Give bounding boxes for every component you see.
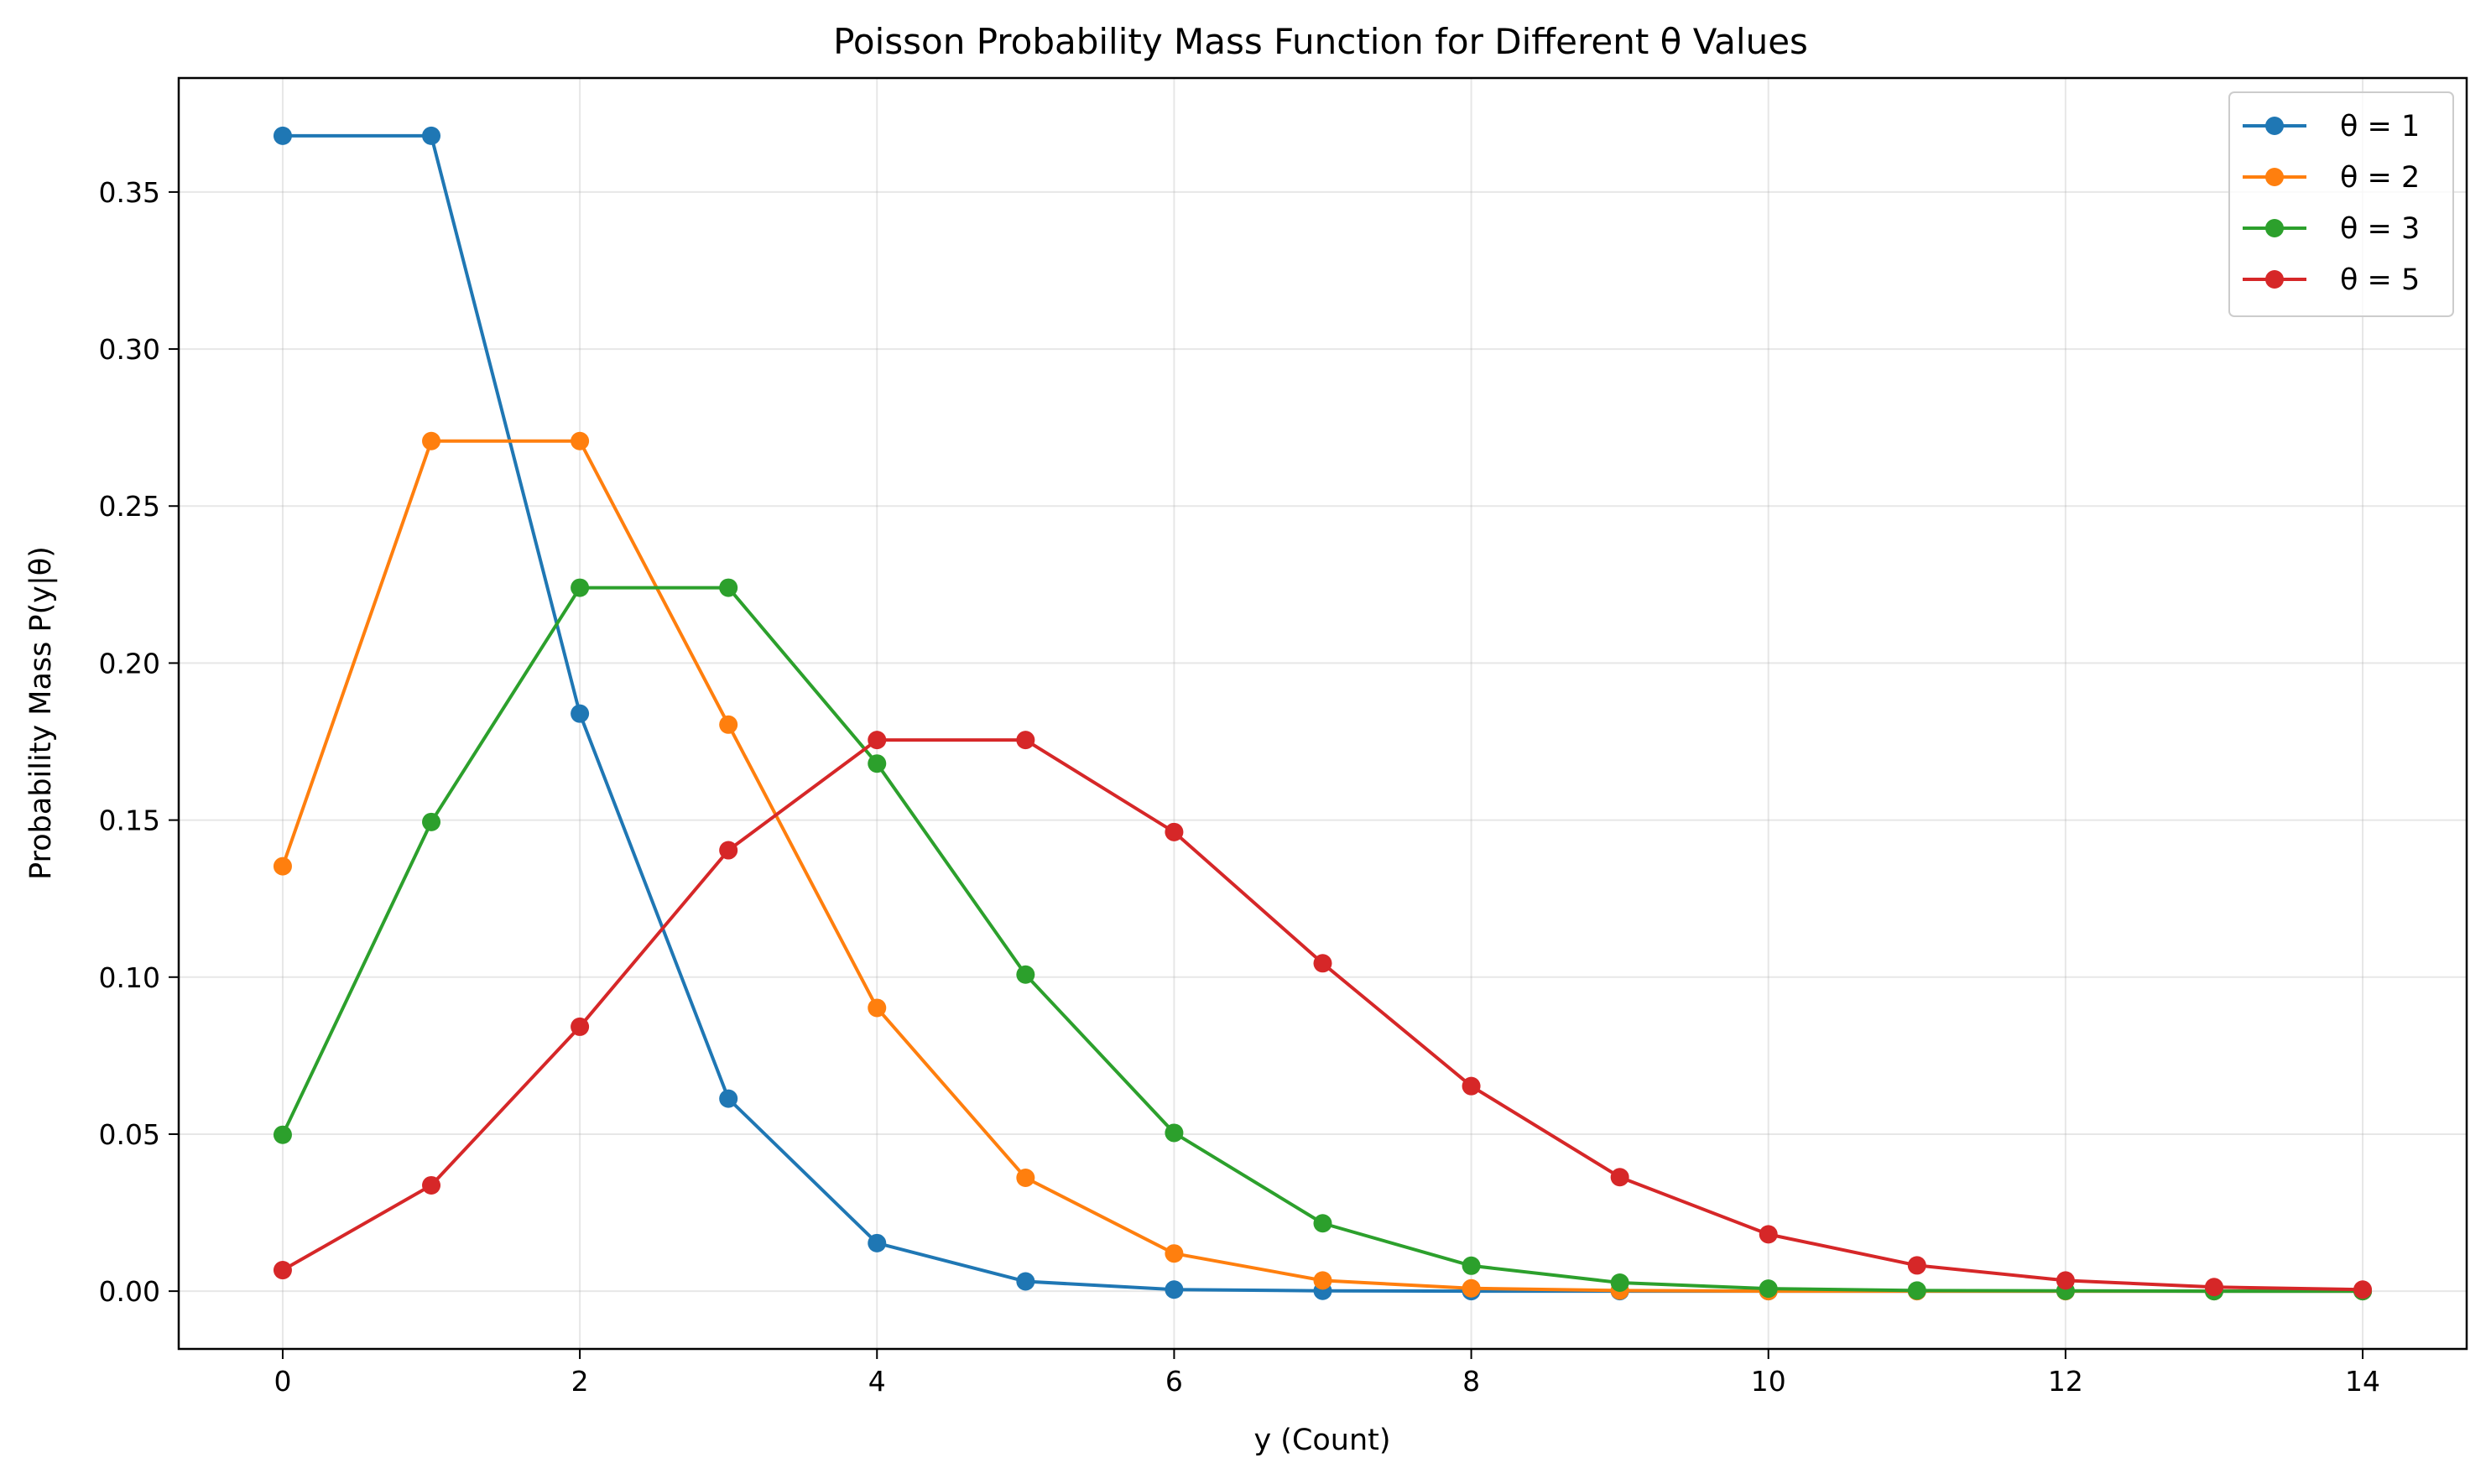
legend-marker [2265,219,2284,237]
data-point [571,431,590,450]
y-tick-label: 0.15 [99,804,160,837]
data-point [1016,1272,1035,1291]
legend-item: θ = 2 [2243,161,2420,195]
x-tick-label: 8 [1462,1365,1480,1398]
legend-item: θ = 5 [2243,263,2420,297]
x-tick-label: 6 [1165,1365,1183,1398]
legend-box [2228,91,2454,317]
x-tick-label: 14 [2345,1365,2380,1398]
legend-item: θ = 1 [2243,110,2420,143]
data-point [2353,1280,2373,1299]
legend-label: θ = 3 [2340,212,2420,246]
y-axis: 0.00 0.05 0.10 0.15 0.20 0.25 0.30 0.35 [99,176,179,1308]
data-point [273,126,292,145]
y-tick-label: 0.30 [99,333,160,366]
data-point [719,1089,738,1108]
data-point [719,841,738,860]
data-point [1165,1244,1184,1263]
legend-label: θ = 2 [2340,161,2420,195]
x-tick-label: 0 [274,1365,291,1398]
data-point [2204,1278,2223,1297]
data-point [1462,1076,1481,1096]
data-point [719,715,738,734]
legend-label: θ = 5 [2340,263,2420,297]
series-4 [273,731,2373,1299]
data-point [1165,822,1184,841]
data-point [422,812,441,831]
data-point [1610,1273,1629,1293]
y-tick-label: 0.05 [99,1118,160,1151]
data-point [422,431,441,450]
plot-frame [177,76,2468,1351]
x-tick-label: 10 [1751,1365,1786,1398]
data-point [571,578,590,597]
data-point [2056,1271,2075,1290]
data-point [273,857,292,876]
data-point [1610,1168,1629,1187]
data-point [719,578,738,597]
data-point [1759,1279,1778,1299]
data-point [273,1125,292,1144]
y-tick-label: 0.20 [99,647,160,680]
data-point [1016,1168,1035,1187]
data-point [868,998,887,1018]
data-point [273,1261,292,1280]
series-layer [273,126,2373,1301]
x-axis: 0 2 4 6 8 10 12 14 [274,1349,2380,1398]
data-point [1016,965,1035,984]
data-point [1759,1225,1778,1244]
data-point [1313,954,1332,973]
data-point [571,704,590,723]
y-tick-label: 0.10 [99,961,160,994]
data-point [1165,1123,1184,1143]
data-point [571,1017,590,1036]
y-tick-label: 0.35 [99,176,160,209]
data-point [868,1233,887,1252]
y-tick-label: 0.00 [99,1275,160,1308]
x-tick-label: 12 [2048,1365,2083,1398]
x-tick-label: 4 [868,1365,886,1398]
data-point [1313,1214,1332,1233]
legend: θ = 1 θ = 2 θ = 3 θ = 5 [2228,91,2454,317]
data-point [422,126,441,145]
legend-item: θ = 3 [2243,212,2420,246]
data-point [422,1175,441,1195]
data-point [1907,1256,1926,1275]
data-point [1907,1281,1926,1300]
x-tick-label: 2 [571,1365,589,1398]
data-point [868,754,887,773]
data-point [868,731,887,750]
legend-marker [2265,270,2284,289]
data-point [1462,1256,1481,1275]
grid [179,78,2467,1349]
legend-label: θ = 1 [2340,110,2420,143]
y-axis-label: Probability Mass P(y|θ) [24,546,58,880]
y-tick-label: 0.25 [99,490,160,523]
data-point [1016,731,1035,750]
series-3 [273,578,2373,1301]
data-point [1165,1280,1184,1299]
data-point [1462,1278,1481,1298]
legend-marker [2265,117,2284,135]
x-axis-label: y (Count) [1253,1424,1390,1457]
chart-title: Poisson Probability Mass Function for Di… [833,21,1808,62]
data-point [1313,1271,1332,1290]
legend-marker [2265,168,2284,186]
